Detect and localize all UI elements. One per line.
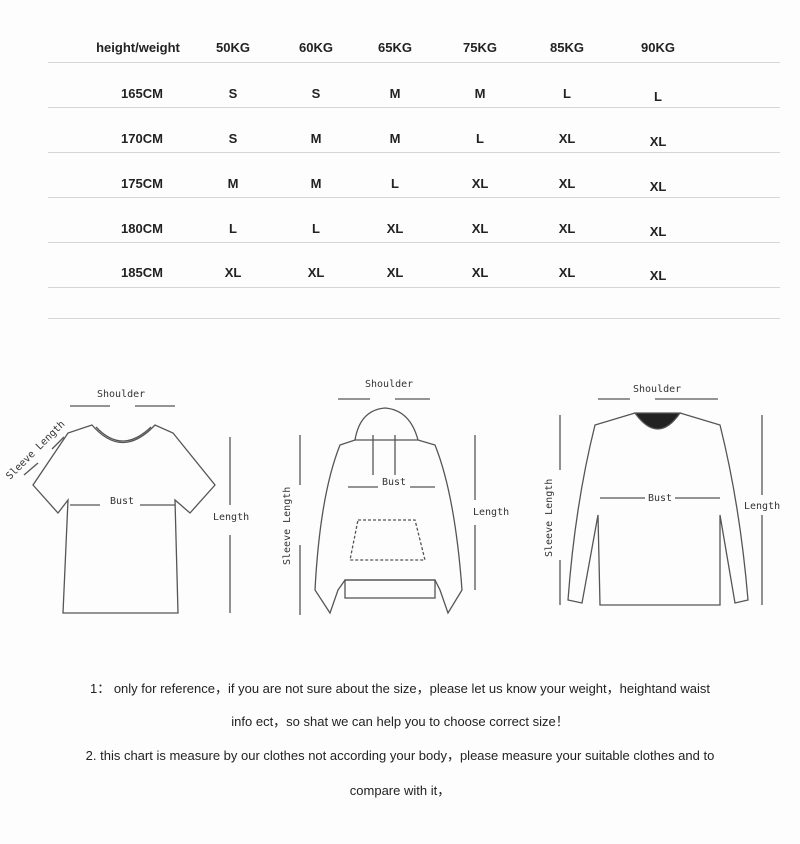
hoodie-diagram: Shoulder Bust Length Sleeve Length [282,379,509,615]
note-line-1: 1： only for reference，if you are not sur… [89,681,710,696]
size-cell: XL [558,176,576,191]
longsleeve-shoulder-label: Shoulder [633,384,681,395]
size-cell: XL [471,221,489,236]
longsleeve-diagram: Shoulder Bust Length Sleeve Length [544,384,780,606]
weight-header: 75KG [463,40,497,55]
size-cell: L [654,89,662,104]
size-cell: XL [649,268,667,283]
size-cell: XL [649,134,667,149]
size-cell: S [311,86,321,101]
weight-header: 50KG [216,40,250,55]
weight-header: 65KG [378,40,412,55]
weight-header: 85KG [550,40,584,55]
height-cell: 185CM [121,265,163,280]
table-divider [48,197,780,198]
size-cell: M [310,131,322,146]
table-divider [48,152,780,153]
hoodie-shoulder-label: Shoulder [365,379,413,390]
size-cell: XL [558,131,576,146]
tshirt-sleeve-label: Sleeve Length [4,419,67,482]
table-divider [48,318,780,319]
note-line-3: 2. this chart is measure by our clothes … [85,748,715,763]
size-cell: XL [558,221,576,236]
longsleeve-sleeve-label: Sleeve Length [544,479,555,557]
size-cell: S [228,86,238,101]
size-cell: M [227,176,239,191]
size-cell: XL [471,265,489,280]
size-cell: M [389,86,401,101]
size-cell: XL [307,265,325,280]
height-cell: 170CM [121,131,163,146]
tshirt-shoulder-label: Shoulder [97,389,145,400]
size-cell: XL [649,179,667,194]
size-cell: L [229,221,237,236]
table-divider [48,287,780,288]
size-cell: M [389,131,401,146]
size-cell: L [312,221,320,236]
table-divider [48,107,780,108]
size-cell: XL [558,265,576,280]
hoodie-length-label: Length [473,507,509,518]
size-cell: XL [386,265,404,280]
tshirt-diagram: Shoulder Bust Length Sleeve Length [4,389,249,614]
size-cell: L [476,131,484,146]
height-cell: 180CM [121,221,163,236]
hoodie-bust-label: Bust [382,477,406,488]
size-cell: M [310,176,322,191]
size-cell: XL [471,176,489,191]
hoodie-sleeve-label: Sleeve Length [282,487,293,565]
size-cell: XL [386,221,404,236]
note-line-4: compare with it， [349,783,451,798]
weight-header: 60KG [299,40,333,55]
size-cell: M [474,86,486,101]
weight-header: 90KG [641,40,675,55]
longsleeve-bust-label: Bust [648,493,672,504]
table-divider [48,62,780,63]
size-cell: S [228,131,238,146]
note-line-2: info ect，so shat we can help you to choo… [231,714,569,729]
size-cell: XL [224,265,242,280]
table-divider [48,242,780,243]
size-cell: L [563,86,571,101]
height-cell: 165CM [121,86,163,101]
size-cell: L [391,176,399,191]
height-cell: 175CM [121,176,163,191]
tshirt-bust-label: Bust [110,496,134,507]
size-cell: XL [649,224,667,239]
longsleeve-length-label: Length [744,501,780,512]
corner-header: height/weight [96,40,180,55]
tshirt-length-label: Length [213,512,249,523]
